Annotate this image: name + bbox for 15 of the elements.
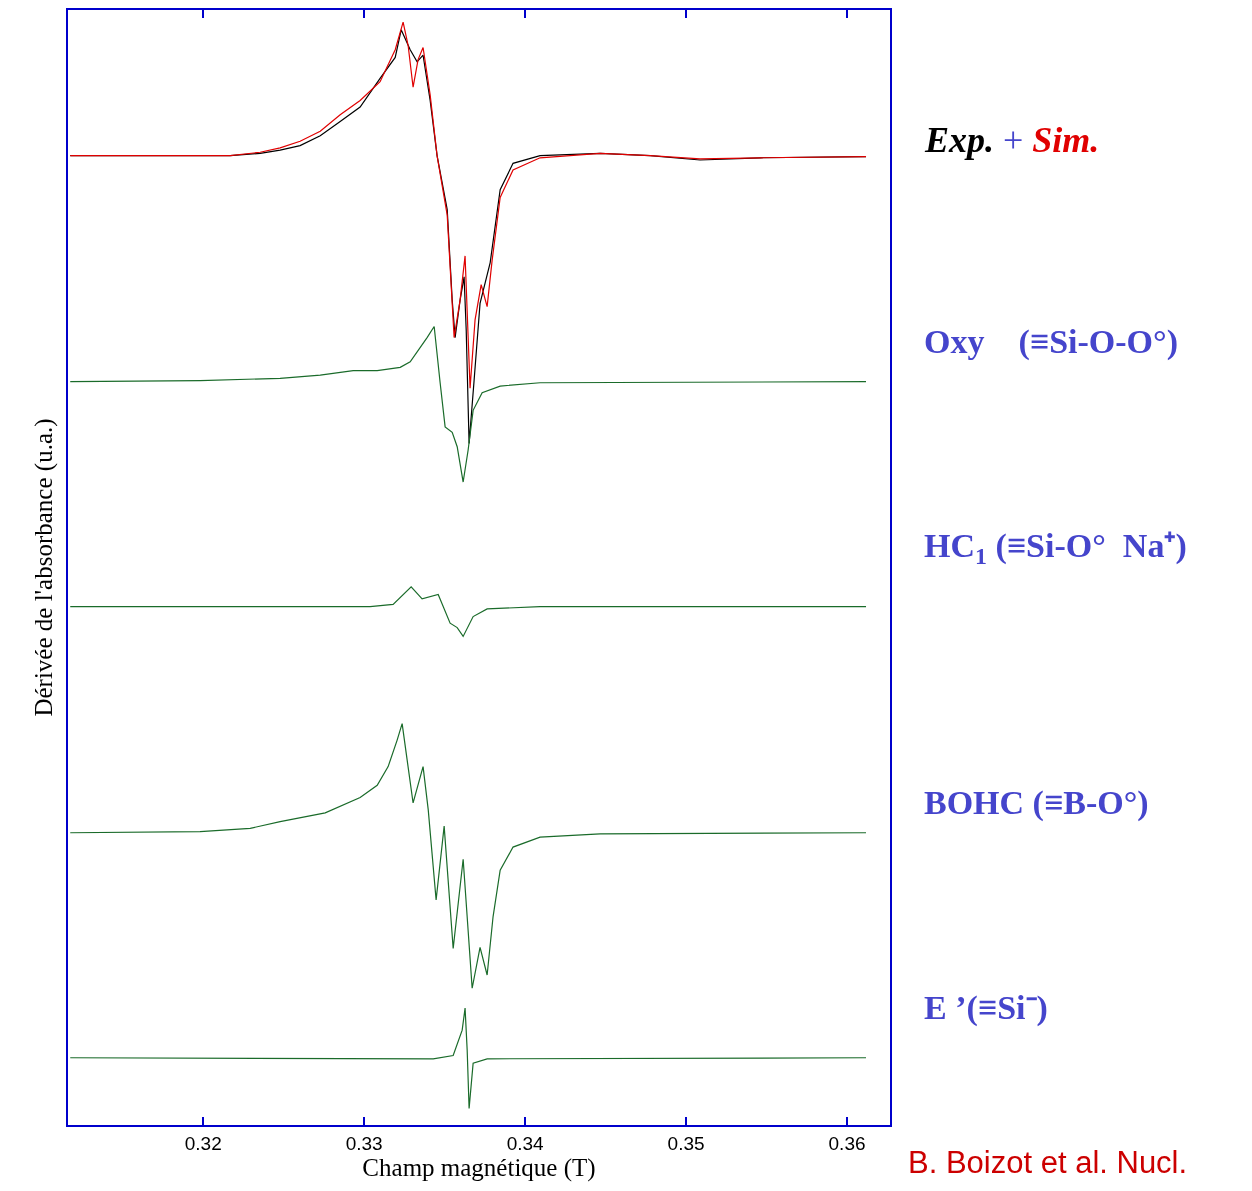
x-tick-label: 0.34: [506, 1132, 545, 1154]
text: B. Boizot et al. Nucl.: [908, 1145, 1188, 1180]
y-axis-title: Dérivée de l'absorbance (u.a.): [30, 418, 59, 717]
text: Sim.: [1032, 120, 1100, 160]
series-label: Exp.: [924, 120, 995, 160]
series-label: E ’(≡Si⁻): [924, 989, 1048, 1027]
series-label: Oxy (≡Si-O-O°): [924, 323, 1178, 361]
x-tick-label: 0.33: [345, 1132, 383, 1154]
x-tick-label: 0.36: [828, 1132, 866, 1154]
x-axis-title: Champ magnétique (T): [362, 1153, 596, 1182]
text: HC$_{1}$ (≡Si-O° Na⁺): [924, 527, 1187, 570]
text: +: [1003, 120, 1024, 160]
x-tick-label: 0.35: [667, 1132, 705, 1154]
series-label: BOHC (≡B-O°): [924, 784, 1149, 822]
x-tick-label: 0.32: [184, 1132, 222, 1154]
